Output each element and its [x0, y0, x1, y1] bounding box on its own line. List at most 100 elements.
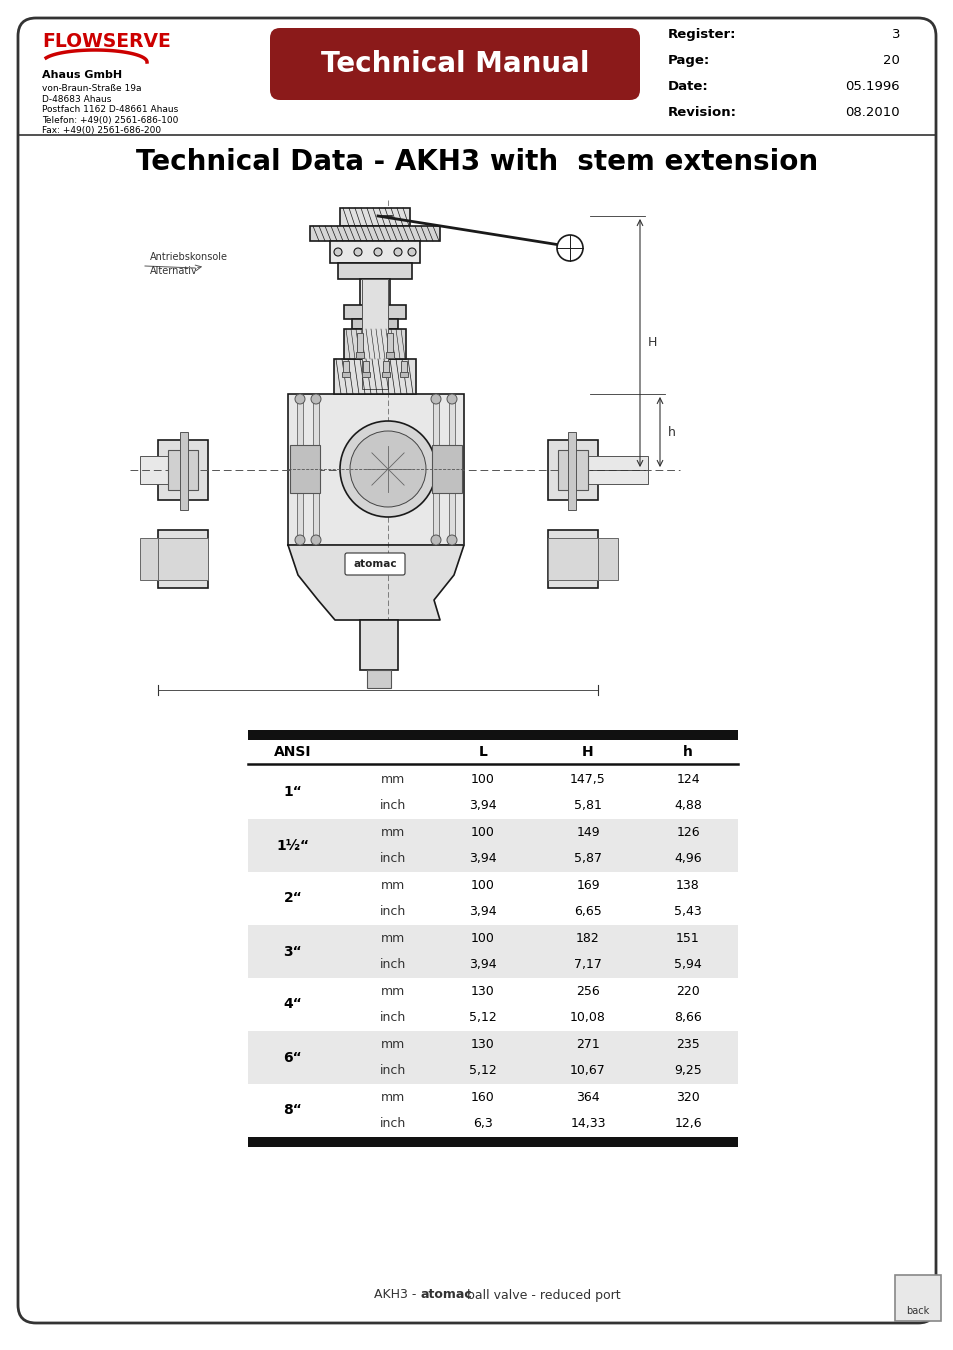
- Text: 235: 235: [676, 1038, 700, 1050]
- Text: 169: 169: [576, 879, 599, 892]
- Text: 138: 138: [676, 879, 700, 892]
- Text: 182: 182: [576, 931, 599, 945]
- Text: 6“: 6“: [283, 1050, 302, 1065]
- Text: Technical Data - AKH3 with  stem extension: Technical Data - AKH3 with stem extensio…: [135, 148, 818, 176]
- Bar: [361, 373, 370, 377]
- Text: Register:: Register:: [667, 28, 736, 40]
- Bar: [339, 208, 410, 225]
- Bar: [140, 539, 160, 580]
- Text: 5,87: 5,87: [574, 852, 601, 865]
- FancyBboxPatch shape: [18, 18, 935, 1323]
- Text: 10,08: 10,08: [570, 1011, 605, 1025]
- Bar: [168, 450, 198, 490]
- Text: inch: inch: [379, 1064, 406, 1077]
- Bar: [313, 400, 318, 540]
- Bar: [356, 333, 363, 355]
- Bar: [248, 1031, 738, 1084]
- Text: D-48683 Ahaus: D-48683 Ahaus: [42, 95, 112, 104]
- Text: 256: 256: [576, 984, 599, 998]
- Bar: [310, 225, 439, 242]
- Bar: [598, 539, 618, 580]
- Text: inch: inch: [379, 852, 406, 865]
- Text: 5,12: 5,12: [469, 1064, 497, 1077]
- Bar: [248, 925, 738, 977]
- Bar: [400, 360, 407, 375]
- Text: 100: 100: [471, 772, 495, 786]
- Bar: [386, 352, 394, 358]
- Text: 100: 100: [471, 879, 495, 892]
- Bar: [359, 279, 390, 390]
- Circle shape: [557, 235, 582, 261]
- FancyBboxPatch shape: [270, 28, 639, 100]
- Bar: [248, 819, 738, 872]
- Bar: [361, 279, 388, 389]
- Text: h: h: [667, 425, 675, 439]
- Text: inch: inch: [379, 1011, 406, 1025]
- Bar: [382, 360, 389, 375]
- Text: ANSI: ANSI: [274, 745, 312, 759]
- Text: 130: 130: [471, 984, 495, 998]
- Bar: [558, 450, 587, 490]
- Bar: [158, 531, 208, 589]
- Text: 12,6: 12,6: [674, 1118, 701, 1130]
- Text: Fax: +49(0) 2561-686-200: Fax: +49(0) 2561-686-200: [42, 126, 161, 135]
- Text: 1½“: 1½“: [276, 838, 309, 852]
- Text: mm: mm: [380, 879, 405, 892]
- Circle shape: [354, 248, 361, 256]
- Text: Telefon: +49(0) 2561-686-100: Telefon: +49(0) 2561-686-100: [42, 116, 178, 124]
- Text: 9,25: 9,25: [674, 1064, 701, 1077]
- Text: 6,65: 6,65: [574, 906, 601, 918]
- Text: FLOWSERVE: FLOWSERVE: [42, 32, 171, 51]
- Bar: [432, 446, 461, 493]
- Text: 5,81: 5,81: [574, 799, 601, 813]
- Bar: [140, 456, 190, 485]
- Circle shape: [431, 535, 440, 545]
- Text: 8“: 8“: [283, 1103, 302, 1118]
- Text: von-Braun-Straße 19a: von-Braun-Straße 19a: [42, 84, 141, 93]
- Text: 20: 20: [882, 54, 899, 68]
- Text: 3“: 3“: [283, 945, 302, 958]
- Text: 5,94: 5,94: [674, 958, 701, 971]
- Text: H: H: [647, 336, 657, 350]
- Bar: [341, 373, 350, 377]
- Text: 3,94: 3,94: [469, 799, 497, 813]
- Text: 149: 149: [576, 826, 599, 838]
- Text: mm: mm: [380, 931, 405, 945]
- Text: 271: 271: [576, 1038, 599, 1050]
- Circle shape: [394, 248, 401, 256]
- Text: H: H: [581, 745, 593, 759]
- Bar: [547, 440, 598, 500]
- Text: Antriebskonsole
Alternativ: Antriebskonsole Alternativ: [150, 252, 228, 275]
- Bar: [180, 432, 188, 510]
- Bar: [158, 440, 208, 500]
- Bar: [363, 360, 369, 375]
- Text: 3,94: 3,94: [469, 958, 497, 971]
- Circle shape: [408, 248, 416, 256]
- Bar: [330, 242, 419, 263]
- Bar: [290, 446, 319, 493]
- Bar: [547, 539, 598, 580]
- Circle shape: [311, 394, 320, 404]
- Text: 1“: 1“: [283, 786, 302, 799]
- Circle shape: [431, 394, 440, 404]
- Text: 4,88: 4,88: [674, 799, 701, 813]
- Text: 08.2010: 08.2010: [844, 107, 899, 119]
- Text: 124: 124: [676, 772, 700, 786]
- Text: 130: 130: [471, 1038, 495, 1050]
- Text: mm: mm: [380, 1091, 405, 1104]
- Text: 5,12: 5,12: [469, 1011, 497, 1025]
- Text: 160: 160: [471, 1091, 495, 1104]
- Text: 8,66: 8,66: [674, 1011, 701, 1025]
- Text: 05.1996: 05.1996: [844, 80, 899, 93]
- Text: 320: 320: [676, 1091, 700, 1104]
- Text: Date:: Date:: [667, 80, 708, 93]
- Text: atomac: atomac: [353, 559, 396, 568]
- Text: atomac: atomac: [420, 1288, 473, 1301]
- Circle shape: [374, 248, 381, 256]
- Text: mm: mm: [380, 772, 405, 786]
- Bar: [355, 352, 364, 358]
- Text: 7,17: 7,17: [574, 958, 601, 971]
- Text: inch: inch: [379, 1118, 406, 1130]
- Text: AKH3 -: AKH3 -: [374, 1288, 419, 1301]
- Text: Postfach 1162 D-48661 Ahaus: Postfach 1162 D-48661 Ahaus: [42, 105, 178, 113]
